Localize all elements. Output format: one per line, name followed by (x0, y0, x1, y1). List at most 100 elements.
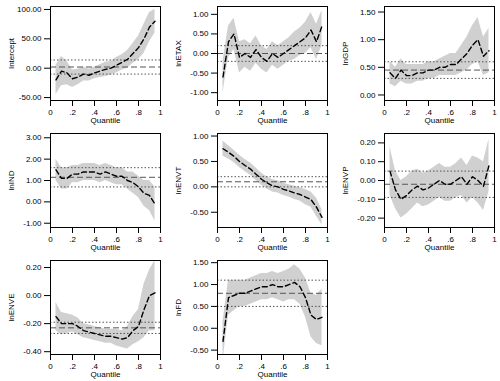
svg-text:-0.20: -0.20 (23, 319, 42, 328)
svg-text:.2: .2 (403, 108, 410, 117)
svg-text:1.00: 1.00 (193, 132, 209, 141)
svg-text:1: 1 (325, 362, 330, 371)
svg-text:50.00: 50.00 (21, 34, 42, 43)
svg-text:1: 1 (325, 235, 330, 244)
svg-text:.4: .4 (91, 108, 98, 118)
svg-text:0.50: 0.50 (193, 29, 209, 38)
svg-text:-0.40: -0.40 (23, 347, 42, 356)
svg-text:.6: .6 (447, 235, 454, 245)
svg-text:100.00: 100.00 (17, 5, 42, 14)
svg-text:.4: .4 (258, 235, 265, 245)
svg-text:1.00: 1.00 (193, 10, 209, 19)
svg-text:1.00: 1.00 (360, 35, 376, 44)
svg-text:Quantile: Quantile (258, 370, 288, 379)
svg-text:1: 1 (158, 235, 163, 244)
svg-text:0: 0 (215, 108, 220, 117)
svg-text:.4: .4 (91, 362, 98, 372)
svg-text:0.00: 0.00 (26, 291, 42, 300)
svg-text:.2: .2 (236, 362, 243, 371)
svg-text:.8: .8 (469, 235, 476, 244)
svg-text:0.00: 0.00 (26, 64, 42, 73)
svg-text:0.00: 0.00 (193, 182, 209, 191)
svg-text:-0.50: -0.50 (190, 346, 209, 355)
svg-text:.6: .6 (113, 235, 120, 245)
svg-text:0.00: 0.00 (360, 91, 376, 100)
svg-text:1: 1 (158, 362, 163, 371)
svg-text:Intercept: Intercept (7, 37, 16, 69)
svg-text:1: 1 (325, 108, 330, 117)
svg-text:lnENVE: lnENVE (7, 293, 16, 321)
svg-text:.2: .2 (403, 235, 410, 244)
svg-text:lnENVT: lnENVT (174, 167, 183, 195)
svg-text:lnIND: lnIND (7, 170, 16, 190)
svg-text:.6: .6 (280, 108, 287, 118)
svg-text:.2: .2 (69, 362, 76, 371)
svg-text:.2: .2 (236, 108, 243, 117)
svg-text:.8: .8 (135, 235, 142, 244)
svg-text:0.00: 0.00 (26, 197, 42, 206)
svg-text:Quantile: Quantile (425, 116, 455, 125)
svg-text:-1.00: -1.00 (190, 88, 209, 97)
svg-text:0: 0 (48, 108, 53, 117)
svg-text:.4: .4 (91, 235, 98, 245)
svg-text:0: 0 (382, 235, 387, 244)
svg-text:lnENVP: lnENVP (341, 166, 350, 194)
svg-text:.8: .8 (302, 108, 309, 117)
svg-text:Quantile: Quantile (425, 243, 455, 252)
svg-text:.6: .6 (280, 235, 287, 245)
svg-text:Quantile: Quantile (91, 370, 121, 379)
svg-text:3.00: 3.00 (26, 133, 42, 142)
svg-text:.6: .6 (280, 362, 287, 372)
svg-text:.2: .2 (69, 235, 76, 244)
svg-text:0.20: 0.20 (360, 138, 376, 147)
svg-text:.8: .8 (469, 108, 476, 117)
svg-text:1: 1 (158, 108, 163, 117)
svg-text:.4: .4 (258, 108, 265, 118)
svg-text:1.50: 1.50 (193, 258, 209, 267)
svg-text:1: 1 (492, 108, 497, 117)
svg-text:.8: .8 (135, 108, 142, 117)
svg-text:Quantile: Quantile (258, 116, 288, 125)
svg-text:.8: .8 (302, 362, 309, 371)
svg-text:0: 0 (215, 235, 220, 244)
svg-text:0.00: 0.00 (193, 324, 209, 333)
svg-text:lnGDP: lnGDP (341, 42, 350, 66)
svg-text:0.50: 0.50 (360, 63, 376, 72)
svg-text:0: 0 (382, 108, 387, 117)
svg-text:1.50: 1.50 (360, 8, 376, 17)
svg-text:.6: .6 (113, 362, 120, 372)
svg-text:Quantile: Quantile (258, 243, 288, 252)
svg-text:.8: .8 (302, 235, 309, 244)
svg-text:.4: .4 (425, 235, 432, 245)
svg-text:0: 0 (48, 235, 53, 244)
svg-text:Quantile: Quantile (91, 243, 121, 252)
svg-text:2.00: 2.00 (26, 155, 42, 164)
svg-text:0: 0 (215, 362, 220, 371)
svg-text:.6: .6 (447, 108, 454, 118)
svg-text:0.00: 0.00 (193, 49, 209, 58)
svg-text:lnETAX: lnETAX (174, 40, 183, 67)
svg-text:1: 1 (492, 235, 497, 244)
svg-text:0.00: 0.00 (360, 176, 376, 185)
svg-text:.2: .2 (69, 108, 76, 117)
svg-text:lnFD: lnFD (174, 299, 183, 316)
svg-text:0.10: 0.10 (360, 157, 376, 166)
svg-text:.4: .4 (425, 108, 432, 118)
svg-text:1.00: 1.00 (26, 176, 42, 185)
svg-text:Quantile: Quantile (91, 116, 121, 125)
svg-text:-0.50: -0.50 (190, 208, 209, 217)
svg-text:.8: .8 (135, 362, 142, 371)
svg-text:-50.00: -50.00 (19, 93, 42, 102)
svg-text:.2: .2 (236, 235, 243, 244)
svg-text:-1.00: -1.00 (23, 219, 42, 228)
svg-text:0.50: 0.50 (193, 302, 209, 311)
svg-text:.4: .4 (258, 362, 265, 372)
svg-text:1.00: 1.00 (193, 280, 209, 289)
svg-text:-0.50: -0.50 (190, 69, 209, 78)
svg-text:.6: .6 (113, 108, 120, 118)
svg-text:0.20: 0.20 (26, 263, 42, 272)
svg-text:0.50: 0.50 (193, 157, 209, 166)
svg-text:0: 0 (48, 362, 53, 371)
svg-text:-0.20: -0.20 (357, 214, 376, 223)
svg-text:-0.10: -0.10 (357, 195, 376, 204)
